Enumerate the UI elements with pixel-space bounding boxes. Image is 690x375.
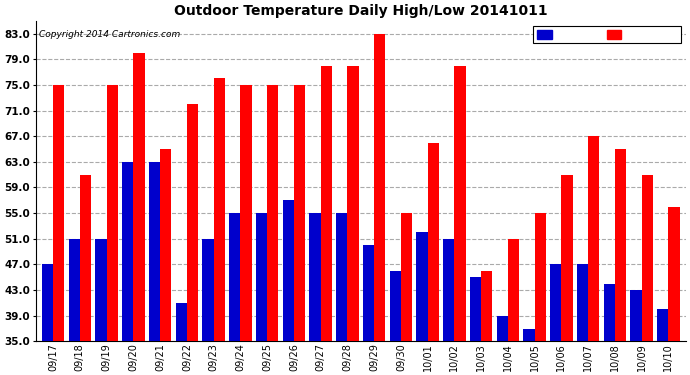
Bar — [470, 277, 481, 375]
Bar — [214, 78, 225, 375]
Bar — [508, 239, 519, 375]
Bar — [481, 271, 493, 375]
Bar — [229, 213, 240, 375]
Bar — [336, 213, 347, 375]
Bar — [321, 66, 332, 375]
Bar — [390, 271, 401, 375]
Bar — [550, 264, 562, 375]
Bar — [497, 316, 508, 375]
Bar — [669, 207, 680, 375]
Bar — [577, 264, 588, 375]
Legend: Low  (°F), High  (°F): Low (°F), High (°F) — [533, 26, 681, 44]
Bar — [562, 175, 573, 375]
Bar — [176, 303, 187, 375]
Bar — [267, 85, 278, 375]
Bar — [42, 264, 53, 375]
Bar — [107, 85, 118, 375]
Bar — [187, 104, 198, 375]
Bar — [149, 162, 160, 375]
Title: Outdoor Temperature Daily High/Low 20141011: Outdoor Temperature Daily High/Low 20141… — [174, 4, 548, 18]
Bar — [283, 200, 294, 375]
Bar — [133, 53, 145, 375]
Bar — [401, 213, 412, 375]
Bar — [657, 309, 669, 375]
Bar — [309, 213, 321, 375]
Bar — [68, 239, 80, 375]
Bar — [524, 328, 535, 375]
Bar — [202, 239, 214, 375]
Bar — [374, 33, 386, 375]
Bar — [160, 149, 171, 375]
Bar — [363, 245, 374, 375]
Bar — [631, 290, 642, 375]
Bar — [256, 213, 267, 375]
Bar — [443, 239, 455, 375]
Bar — [95, 239, 107, 375]
Bar — [615, 149, 626, 375]
Bar — [122, 162, 133, 375]
Bar — [417, 232, 428, 375]
Bar — [588, 136, 600, 375]
Bar — [535, 213, 546, 375]
Bar — [294, 85, 305, 375]
Bar — [455, 66, 466, 375]
Bar — [347, 66, 359, 375]
Bar — [53, 85, 64, 375]
Bar — [604, 284, 615, 375]
Bar — [642, 175, 653, 375]
Bar — [428, 142, 439, 375]
Text: Copyright 2014 Cartronics.com: Copyright 2014 Cartronics.com — [39, 30, 180, 39]
Bar — [80, 175, 91, 375]
Bar — [240, 85, 252, 375]
